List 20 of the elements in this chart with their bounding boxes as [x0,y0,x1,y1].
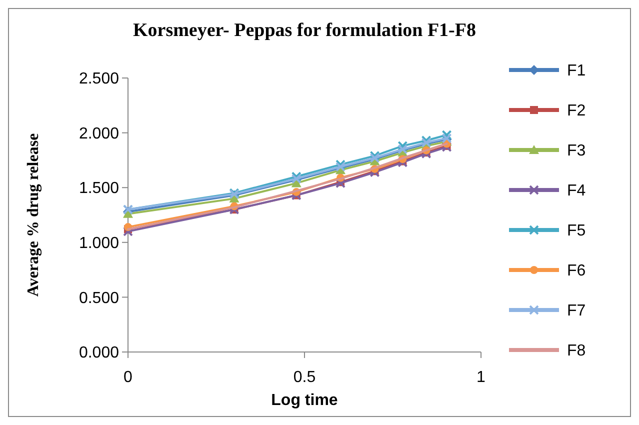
x-tick-label: 1 [476,369,486,386]
legend-label: F4 [567,182,586,200]
x-tick-label: 0 [124,369,133,386]
legend-label: F8 [567,342,586,360]
x-axis-title: Log time [271,392,338,409]
y-axis-title: Average % drug release [25,133,42,297]
legend-label: F2 [567,102,586,120]
legend-label: F3 [567,142,586,160]
legend-label: F1 [567,62,586,80]
y-tick-label: 1.500 [78,180,120,198]
legend-label: F6 [567,262,586,280]
y-tick-label: 2.000 [78,125,120,142]
y-tick-label: 0.500 [78,290,120,307]
y-tick-label: 0.000 [78,344,120,362]
x-tick-label: 0.5 [293,369,316,386]
chart-title: Korsmeyer- Peppas for formulation F1-F8 [133,20,476,41]
legend-label: F7 [567,302,586,320]
y-tick-label: 1.000 [78,235,120,252]
legend-label: F5 [567,222,586,240]
y-tick-label: 2.500 [78,70,120,88]
